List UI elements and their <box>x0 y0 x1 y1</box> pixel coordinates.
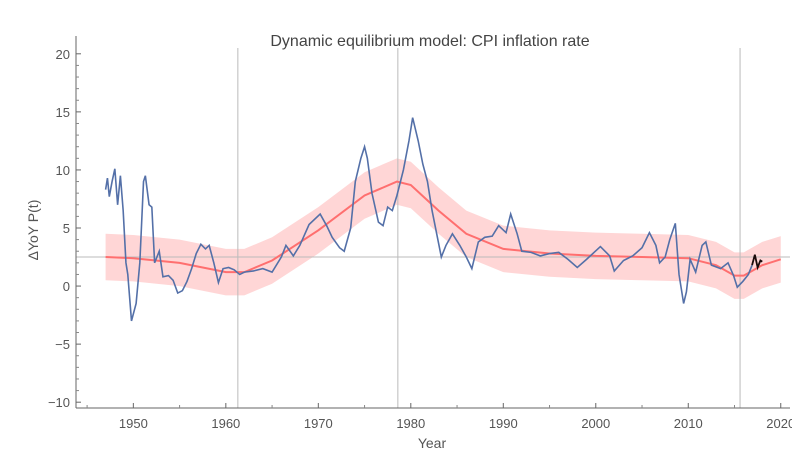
y-tick-label: 0 <box>63 279 70 294</box>
cpi-data-line <box>104 117 753 322</box>
model-line <box>105 180 782 277</box>
x-tick-label: 1950 <box>119 416 148 431</box>
post-forecast-line <box>751 254 763 271</box>
y-tick-label: 10 <box>56 163 70 178</box>
y-axis-label: ΔYoY P(t) <box>25 200 41 261</box>
chart-title: Dynamic equilibrium model: CPI inflation… <box>270 33 589 50</box>
y-tick-label: 5 <box>63 221 70 236</box>
x-tick-label: 2000 <box>581 416 610 431</box>
x-tick-label: 1960 <box>211 416 240 431</box>
x-axis-label: Year <box>418 435 447 451</box>
x-tick-label: 1970 <box>304 416 333 431</box>
x-tick-label: 2010 <box>674 416 703 431</box>
x-tick-label: 2020 <box>766 416 792 431</box>
x-tick-label: 1990 <box>489 416 518 431</box>
x-tick-label: 1980 <box>396 416 425 431</box>
y-tick-label: −5 <box>55 337 70 352</box>
y-tick-label: 20 <box>56 47 70 62</box>
y-tick-label: 15 <box>56 105 70 120</box>
y-tick-label: −10 <box>48 395 70 410</box>
